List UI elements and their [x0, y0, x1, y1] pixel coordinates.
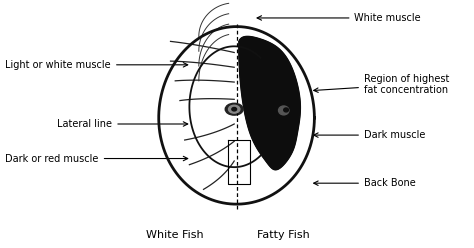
Text: Dark muscle: Dark muscle [314, 130, 425, 140]
Ellipse shape [284, 108, 289, 112]
Text: Region of highest
fat concentration: Region of highest fat concentration [314, 74, 449, 95]
Text: Fatty Fish: Fatty Fish [257, 230, 310, 240]
Text: White muscle: White muscle [257, 13, 421, 23]
Ellipse shape [232, 107, 237, 111]
Text: Back Bone: Back Bone [314, 178, 416, 188]
Polygon shape [159, 27, 314, 204]
Text: Dark or red muscle: Dark or red muscle [5, 154, 188, 163]
Ellipse shape [228, 105, 240, 113]
Ellipse shape [279, 106, 289, 115]
Text: Light or white muscle: Light or white muscle [5, 60, 188, 70]
Ellipse shape [225, 103, 243, 115]
Text: White Fish: White Fish [146, 230, 204, 240]
Polygon shape [239, 36, 301, 170]
Text: Lateral line: Lateral line [57, 119, 188, 129]
